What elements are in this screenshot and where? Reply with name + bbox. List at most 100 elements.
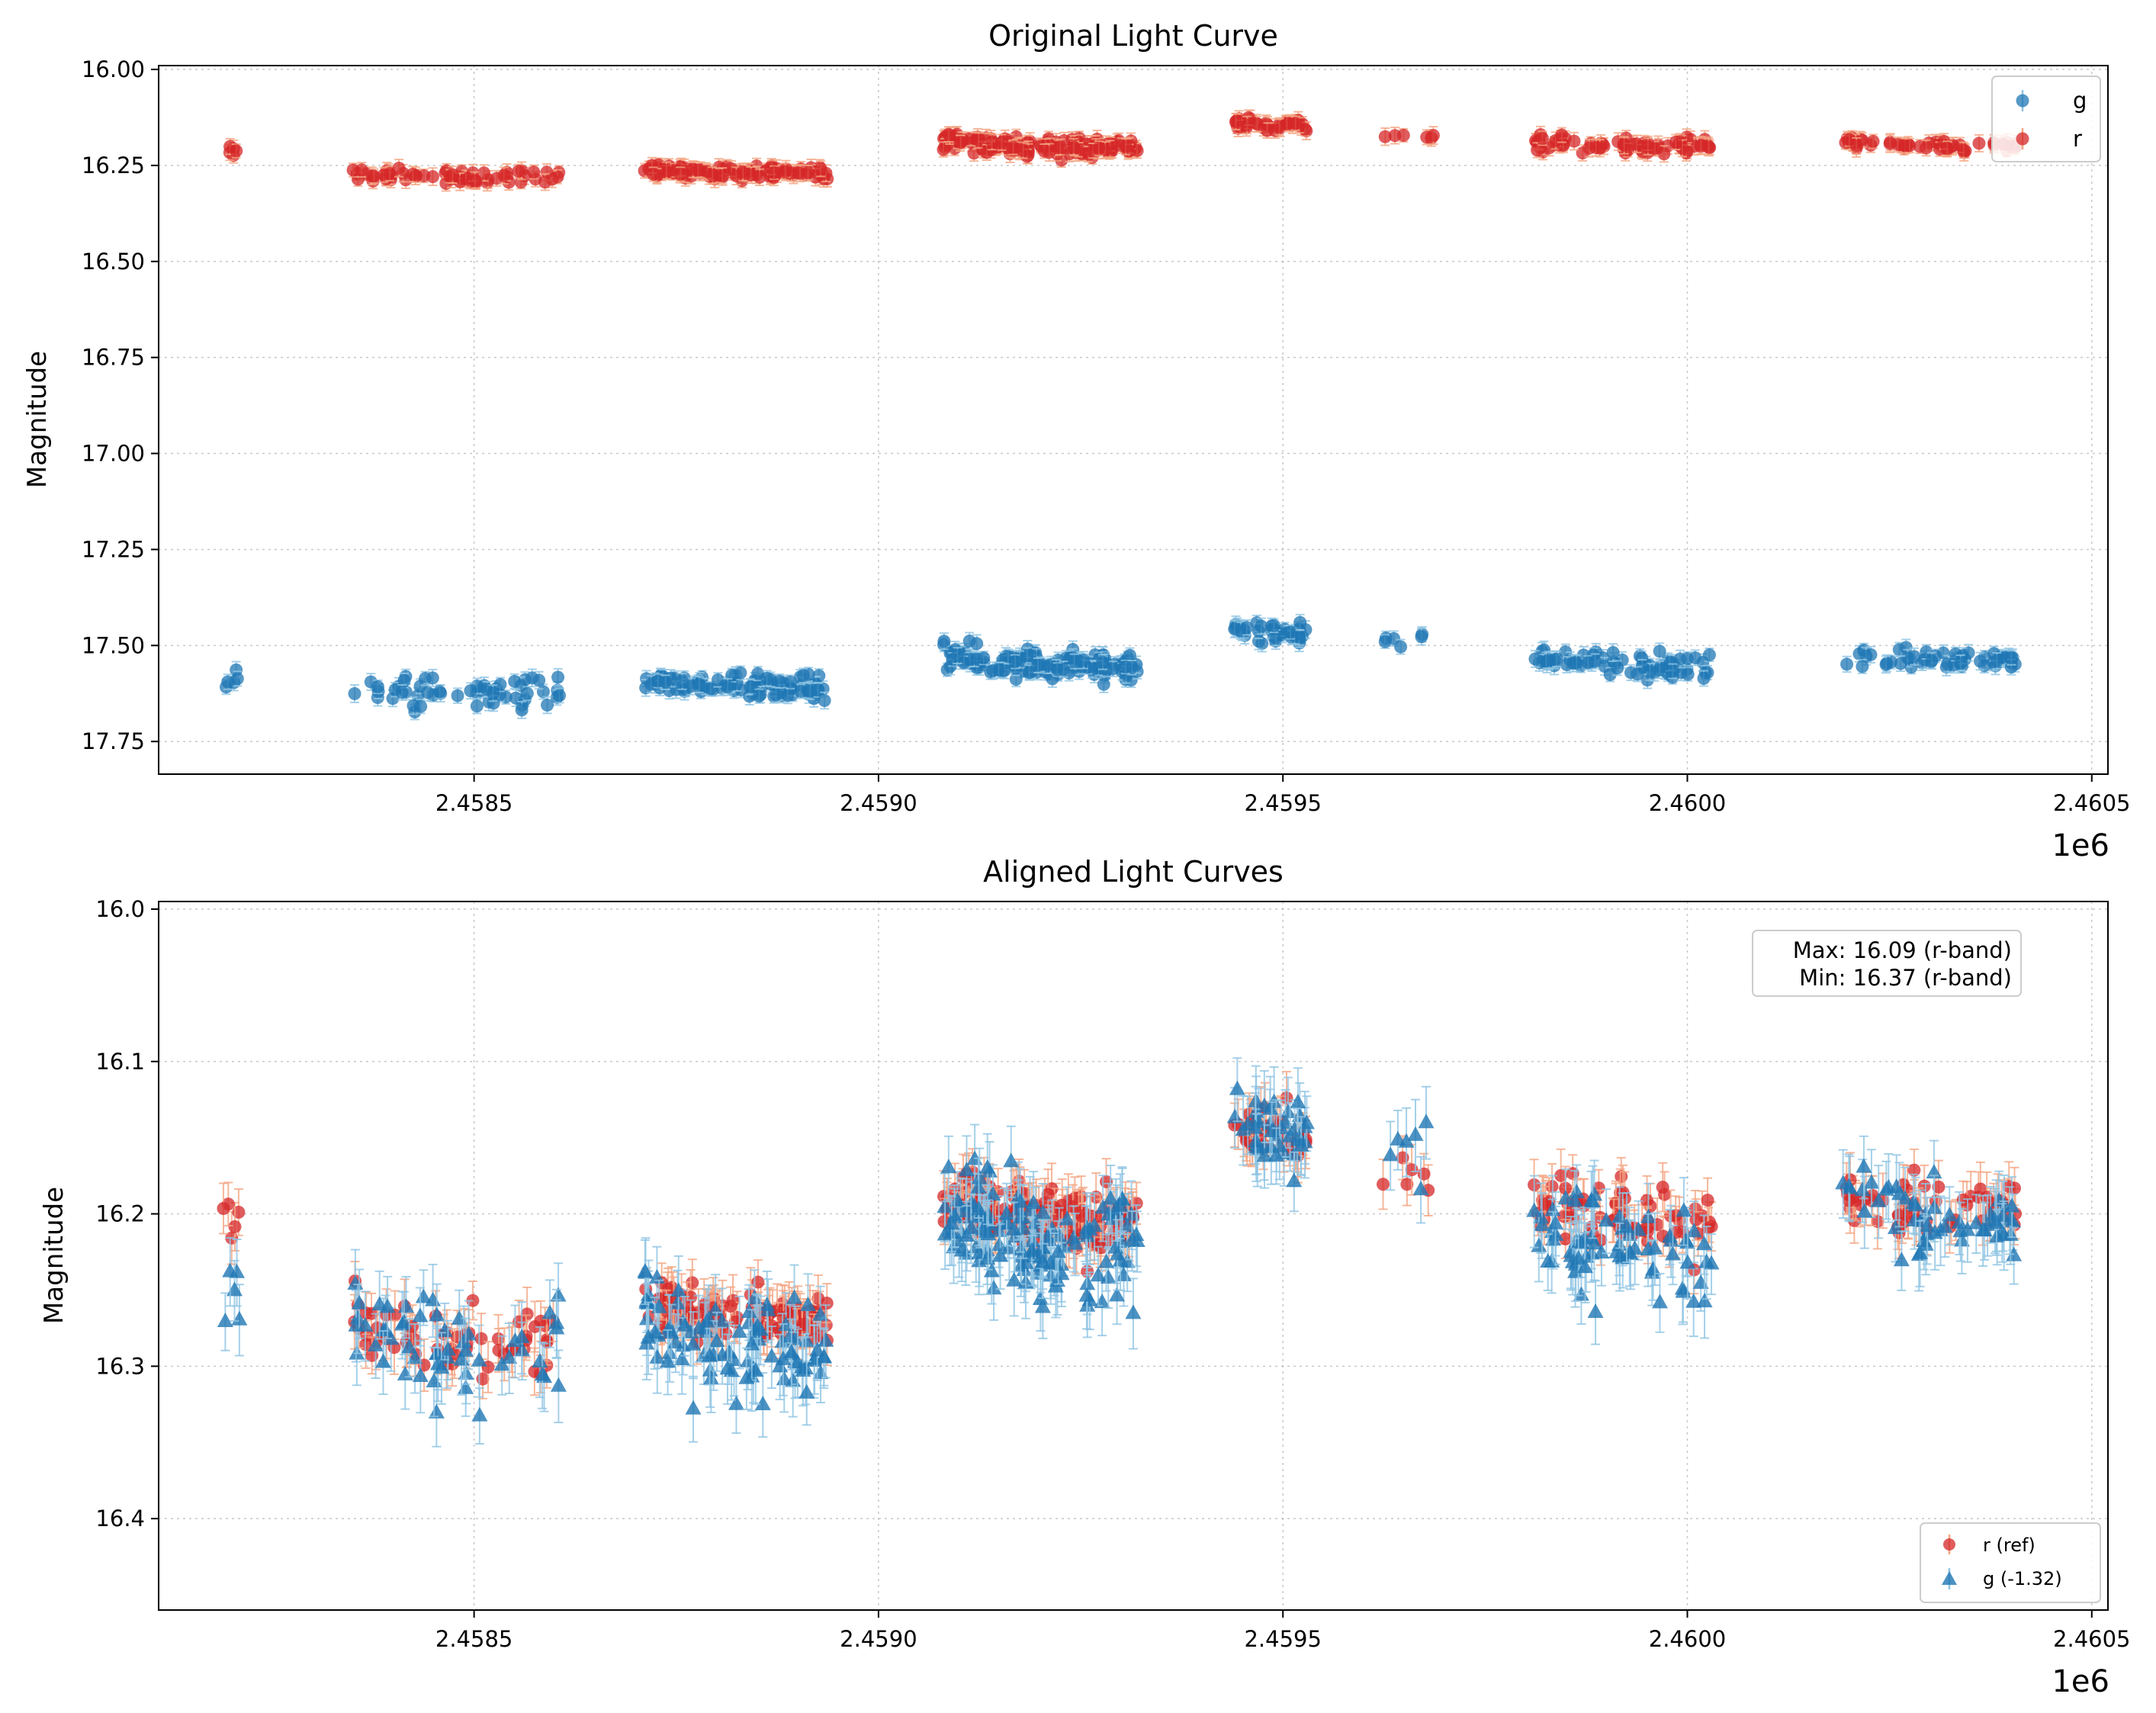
- annotation-max: Max: 16.09 (r-band): [1793, 937, 2012, 963]
- y-tick-label: 17.50: [82, 632, 145, 658]
- data-point-r: [1702, 138, 1716, 157]
- data-point-g: [721, 677, 734, 696]
- data-point-g-1-32: [401, 1318, 418, 1378]
- y-tick-label: 16.25: [82, 153, 145, 178]
- data-point-g-1-32: [357, 1290, 374, 1362]
- data-point-g-1-32: [759, 1270, 776, 1342]
- data-point-g: [1879, 655, 1893, 674]
- data-point-g: [1228, 619, 1242, 638]
- data-point-r: [1920, 139, 1933, 157]
- data-point-g-1-32: [429, 1283, 445, 1348]
- data-point-r: [744, 166, 758, 185]
- x-tick-label: 2.4595: [1244, 1626, 1321, 1652]
- data-point-g: [1056, 660, 1070, 679]
- y-tick-label: 17.75: [82, 728, 145, 754]
- data-point-g: [744, 678, 757, 696]
- data-point-g: [1031, 657, 1045, 674]
- data-point-g-1-32: [818, 1304, 834, 1379]
- data-point-g: [1240, 619, 1254, 636]
- data-point-g-1-32: [458, 1317, 474, 1385]
- data-point-g: [1415, 627, 1428, 646]
- data-point-g-1-32: [506, 1304, 523, 1379]
- data-point-g: [1023, 664, 1036, 681]
- data-point-g: [1293, 613, 1307, 632]
- data-point-g: [752, 688, 766, 704]
- data-point-g: [1631, 666, 1644, 683]
- data-point-r: [1119, 137, 1133, 156]
- data-point-r: [1378, 127, 1392, 146]
- data-point-g: [515, 700, 529, 719]
- data-point-g-1-32: [752, 1295, 769, 1366]
- data-point-g-1-32: [719, 1333, 736, 1405]
- data-point-r: [406, 166, 419, 183]
- y-tick-label: 16.2: [95, 1201, 145, 1227]
- data-point-g-1-32: [782, 1303, 798, 1371]
- data-point-g: [781, 686, 795, 705]
- data-point-r: [1891, 136, 1904, 153]
- data-point-r: [1903, 137, 1917, 153]
- y-axis-label: Magnitude: [39, 1187, 69, 1324]
- y-axis: 16.00 16.25 16.50 16.75 17.00 17.25 17.50 17.75: [82, 56, 159, 754]
- data-point-r: [1555, 127, 1569, 143]
- x-tick-label: 2.4605: [2053, 790, 2130, 816]
- data-point-g-1-32: [744, 1309, 760, 1381]
- data-point-g: [937, 632, 951, 651]
- data-point-g-1-32: [439, 1319, 456, 1381]
- data-point-r: [1849, 137, 1863, 156]
- data-point-g-1-32: [754, 1371, 771, 1438]
- data-points: [220, 109, 2023, 721]
- data-point-r: [1388, 127, 1402, 145]
- data-point-r: [673, 166, 687, 182]
- data-point-r: [985, 133, 999, 151]
- data-point-r: [477, 164, 491, 182]
- data-point-r: [1240, 115, 1254, 135]
- y-tick-label: 16.00: [82, 56, 145, 82]
- data-point-r-ref: [1400, 1162, 1414, 1207]
- data-point-g-1-32: [670, 1255, 687, 1328]
- data-point-g: [1611, 660, 1624, 677]
- data-point-g: [487, 684, 500, 702]
- data-point-g: [794, 683, 808, 699]
- data-point-g: [770, 686, 783, 703]
- data-point-g-1-32: [798, 1361, 815, 1426]
- data-point-g: [1840, 655, 1854, 673]
- data-point-g-1-32: [714, 1326, 731, 1385]
- x-tick-label: 2.4585: [435, 790, 512, 816]
- legend-label-g: g: [2073, 88, 2087, 114]
- data-point-r: [715, 167, 729, 185]
- data-point-g-1-32: [783, 1318, 800, 1388]
- data-point-g-1-32: [349, 1284, 366, 1355]
- y-tick-label: 16.1: [95, 1049, 145, 1075]
- data-point-g-1-32: [809, 1321, 826, 1381]
- data-point-g-1-32: [676, 1295, 693, 1357]
- data-point-g: [1907, 647, 1921, 666]
- data-point-g: [1119, 659, 1133, 675]
- data-point-g-1-32: [412, 1339, 429, 1414]
- data-point-r: [1957, 141, 1971, 159]
- data-point-g: [493, 677, 507, 693]
- data-point-g-1-32: [775, 1323, 792, 1396]
- data-point-r: [1940, 140, 1954, 156]
- x-tick-label: 2.4595: [1244, 790, 1321, 816]
- annotation-min: Min: 16.37 (r-band): [1799, 965, 2012, 991]
- data-point-r: [230, 143, 243, 159]
- data-point-r: [767, 165, 781, 180]
- data-point-g-1-32: [685, 1311, 702, 1380]
- data-point-r-ref: [1656, 1162, 1669, 1213]
- y-tick-label: 16.50: [82, 249, 145, 275]
- data-point-g: [553, 687, 567, 704]
- chart-title: Aligned Light Curves: [983, 855, 1284, 889]
- data-point-g-1-32: [374, 1329, 391, 1396]
- data-point-g: [1539, 651, 1553, 671]
- data-point-g: [414, 699, 428, 715]
- data-point-r: [1053, 138, 1067, 156]
- data-point-g: [451, 687, 464, 704]
- data-point-g-1-32: [532, 1326, 548, 1399]
- data-point-g: [1990, 652, 2003, 670]
- data-point-g: [760, 670, 774, 687]
- data-point-g: [1954, 654, 1968, 672]
- data-point-r: [1016, 141, 1030, 159]
- data-point-g-1-32: [660, 1329, 676, 1396]
- y-axis-label: Magnitude: [22, 351, 53, 488]
- data-point-r: [1630, 134, 1644, 153]
